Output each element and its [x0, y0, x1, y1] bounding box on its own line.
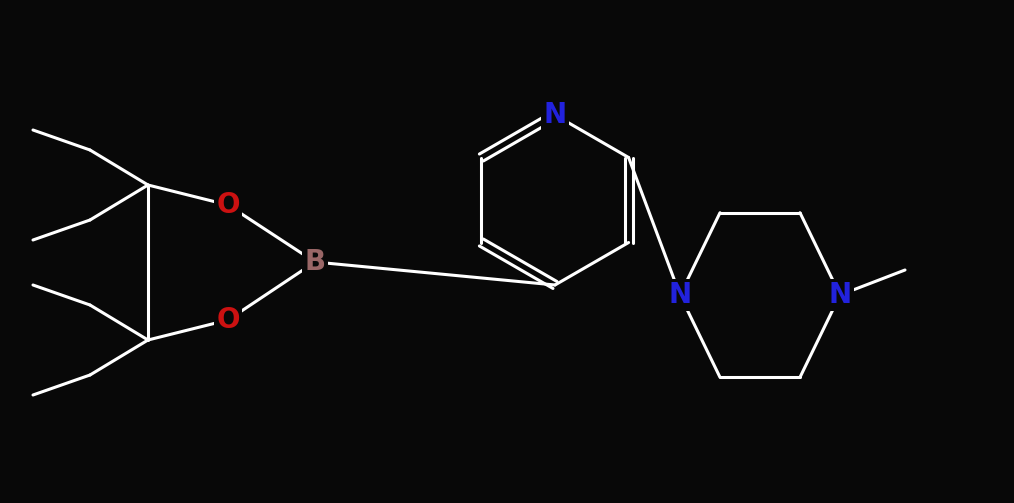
Text: N: N [668, 281, 692, 309]
Text: N: N [828, 281, 852, 309]
Text: O: O [216, 306, 239, 334]
Text: B: B [304, 248, 325, 276]
Text: O: O [216, 191, 239, 219]
Text: N: N [544, 101, 567, 129]
